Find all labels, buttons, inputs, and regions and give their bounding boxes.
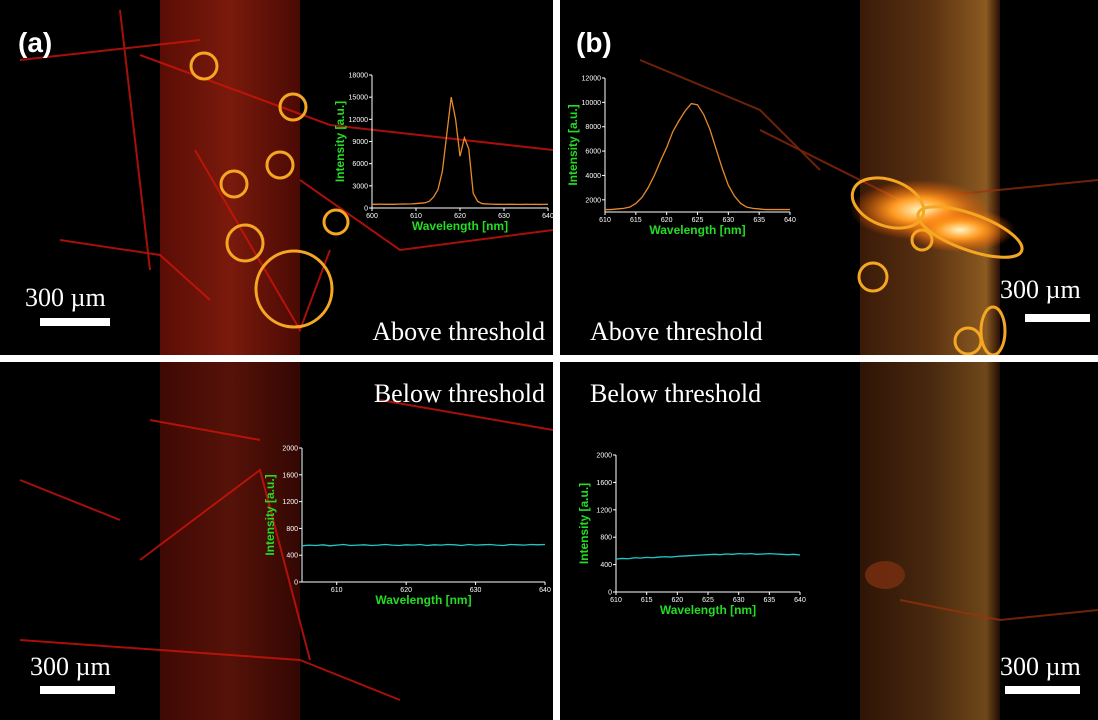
y-tick-label: 4000 [585,173,601,180]
caption: Above threshold [590,317,763,346]
x-tick-label: 615 [641,597,653,604]
x-tick-label: 615 [630,217,642,224]
y-tick-label: 0 [364,206,368,213]
x-axis-label: Wavelength [nm] [660,603,756,617]
emission-spot [865,561,905,589]
x-tick-label: 640 [542,213,554,220]
scale-label: 300 µm [1000,652,1081,681]
caption: Below threshold [590,379,761,408]
y-tick-label: 400 [286,553,298,560]
fiber-stripe [860,362,1000,720]
y-tick-label: 800 [600,535,612,542]
y-tick-label: 800 [286,526,298,533]
y-tick-label: 3000 [352,183,368,190]
y-axis-label: Intensity [a.u.] [577,483,591,564]
y-tick-label: 2000 [596,453,612,460]
y-tick-label: 2000 [585,197,601,204]
scale-bar [40,686,115,694]
x-axis-label: Wavelength [nm] [412,219,508,233]
x-axis-label: Wavelength [nm] [649,223,745,237]
y-axis-label: Intensity [a.u.] [263,474,277,555]
scale-label: 300 µm [25,283,106,312]
panel-label: (a) [18,27,52,58]
y-tick-label: 1600 [282,472,298,479]
y-tick-label: 400 [600,562,612,569]
panel-label: (b) [576,27,612,58]
separator [0,355,1098,362]
y-tick-label: 2000 [282,446,298,453]
x-tick-label: 600 [366,213,378,220]
x-tick-label: 610 [610,597,622,604]
x-axis-label: Wavelength [nm] [375,593,471,607]
y-tick-label: 9000 [352,139,368,146]
caption: Below threshold [374,379,545,408]
scale-label: 300 µm [30,652,111,681]
y-tick-label: 6000 [352,161,368,168]
x-tick-label: 640 [784,217,796,224]
x-tick-label: 635 [763,597,775,604]
y-tick-label: 12000 [349,117,369,124]
x-tick-label: 610 [599,217,611,224]
scale-bar [40,318,110,326]
x-tick-label: 640 [794,597,806,604]
x-tick-label: 635 [753,217,765,224]
y-tick-label: 0 [608,590,612,597]
caption: Above threshold [372,317,545,346]
y-tick-label: 15000 [349,95,369,102]
y-tick-label: 18000 [349,73,369,80]
y-tick-label: 8000 [585,124,601,131]
scale-bar [1005,686,1080,694]
y-tick-label: 10000 [582,100,602,107]
y-tick-label: 6000 [585,149,601,156]
y-tick-label: 0 [294,580,298,587]
y-tick-label: 12000 [582,76,602,83]
y-tick-label: 1600 [596,480,612,487]
y-axis-label: Intensity [a.u.] [566,104,580,185]
y-tick-label: 1200 [596,507,612,514]
y-tick-label: 1200 [282,499,298,506]
x-tick-label: 640 [539,587,551,594]
scale-bar [1025,314,1090,322]
figure: (a) (b) 300 µm 300 µm 300 µm 300 µm Abov… [0,0,1098,720]
y-axis-label: Intensity [a.u.] [333,101,347,182]
scale-label: 300 µm [1000,275,1081,304]
x-tick-label: 610 [331,587,343,594]
